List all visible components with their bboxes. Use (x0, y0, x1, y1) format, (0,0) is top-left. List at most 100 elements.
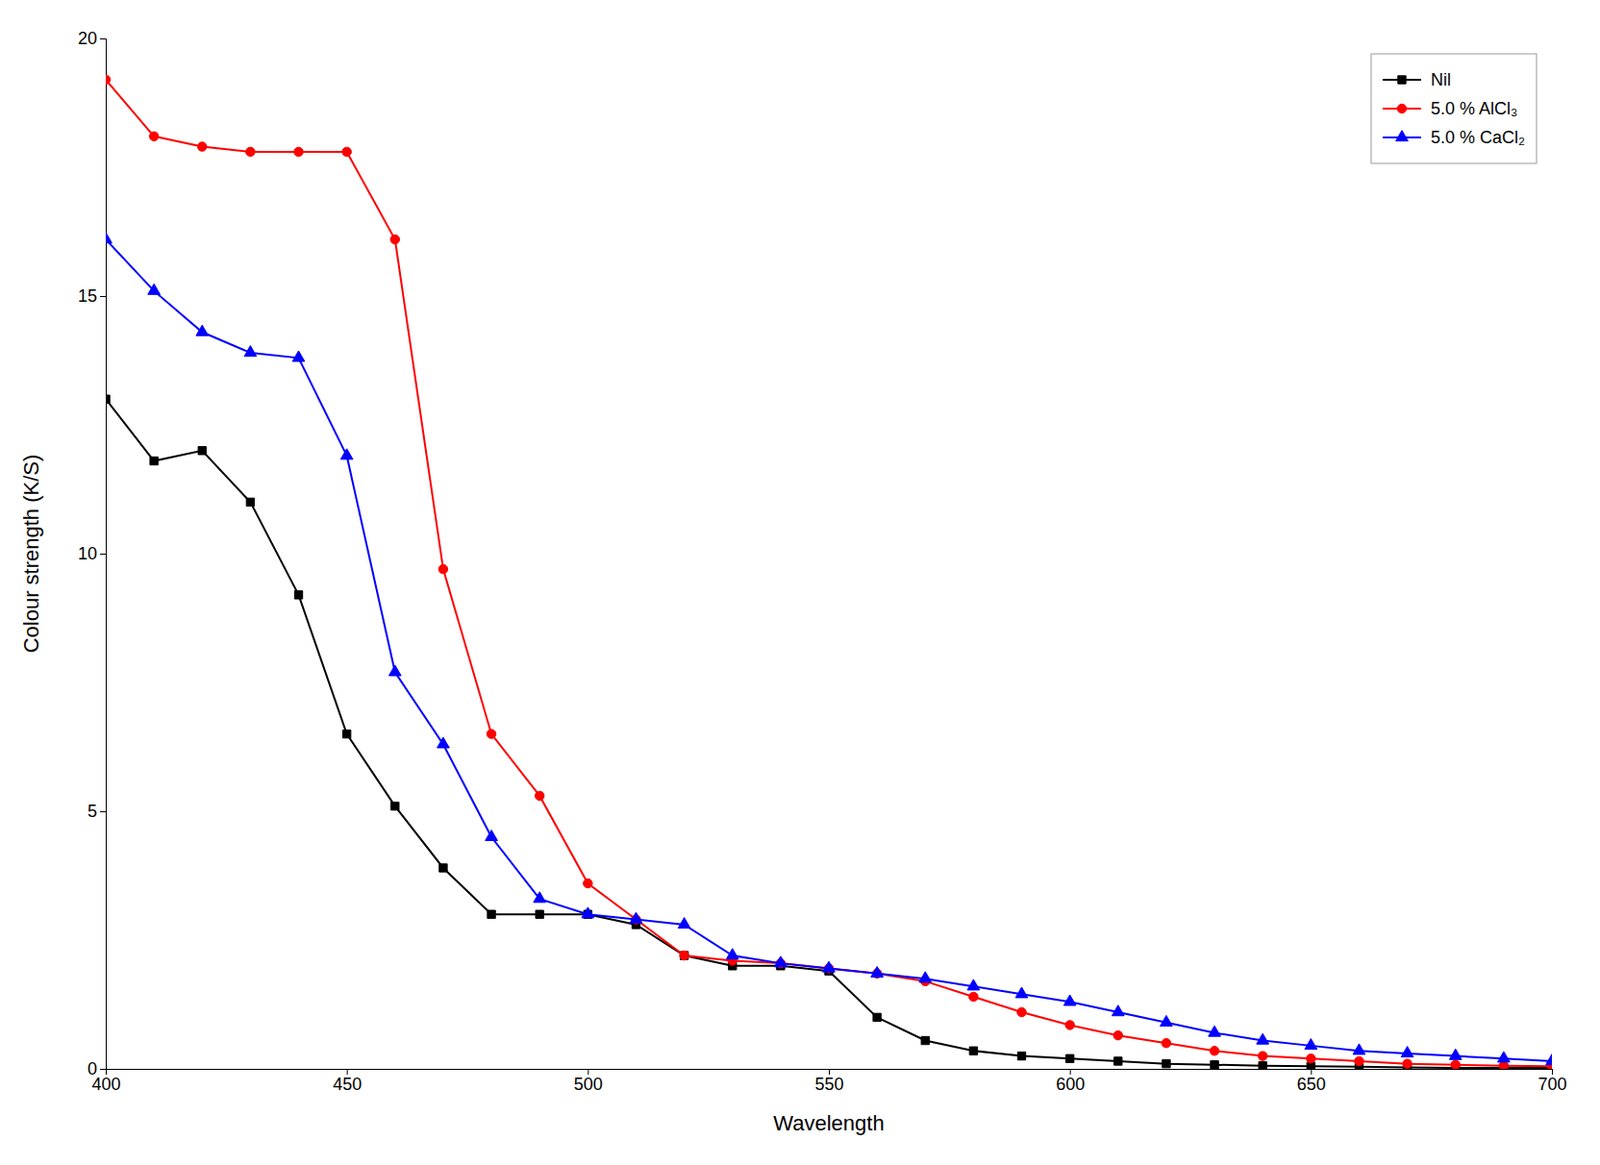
point (342, 147, 351, 156)
legend-item: 5.0 % CaCl₂ (1382, 127, 1525, 148)
point (1352, 1044, 1366, 1055)
x-axis: 400450500550600650700 (91, 1069, 1567, 1095)
tick-label: 450 (332, 1075, 362, 1095)
tick: 550 (814, 1069, 844, 1095)
point (679, 950, 689, 960)
point (1208, 1025, 1222, 1037)
plot: 40045050055060065070005101520WavelengthC… (19, 28, 1568, 1136)
point (198, 142, 207, 151)
y-axis: 0 5 10 15 20 (77, 28, 107, 1079)
point (1017, 1007, 1026, 1017)
tick-label: 20 (77, 28, 98, 49)
point (105, 232, 112, 244)
point (246, 147, 255, 156)
point (679, 951, 688, 960)
point (873, 1013, 881, 1022)
tick: 450 (332, 1069, 362, 1095)
point (340, 449, 353, 460)
point (294, 147, 303, 156)
point (629, 912, 643, 924)
point (1065, 1054, 1074, 1063)
marks (105, 75, 1552, 1070)
legend-label: Nil (1430, 70, 1451, 90)
point (1162, 1059, 1171, 1068)
point (583, 878, 593, 888)
point (1063, 995, 1076, 1006)
x-axis-title: Wavelength (773, 1111, 884, 1136)
point (439, 864, 448, 873)
tick: 0 (87, 1059, 106, 1079)
point (534, 791, 544, 800)
point (871, 966, 884, 977)
point (1257, 1051, 1267, 1061)
point (294, 591, 302, 600)
point (342, 729, 350, 738)
point (1449, 1049, 1462, 1060)
tick: 15 (77, 286, 106, 306)
point (388, 665, 401, 676)
point (1111, 1005, 1125, 1017)
legend-label: 5.0 % CaCl₂ (1430, 127, 1525, 148)
legend-marker (1396, 130, 1409, 142)
chart: 40045050055060065070005101520WavelengthC… (0, 0, 1600, 1165)
point (967, 979, 980, 991)
legend-frame (1371, 53, 1537, 164)
point (1017, 1051, 1025, 1060)
point (487, 910, 496, 919)
tick-mark (100, 553, 106, 555)
tick-label: 550 (814, 1075, 844, 1095)
tick: 10 (77, 544, 106, 564)
point (149, 131, 158, 141)
tick: 600 (1055, 1069, 1085, 1095)
point (775, 956, 788, 968)
point (823, 961, 836, 973)
tick: 5 (87, 801, 106, 822)
point (485, 829, 499, 841)
series-markers (105, 232, 1552, 1066)
point (438, 564, 448, 574)
point (1209, 1047, 1219, 1056)
point (437, 737, 450, 749)
legend-item: 5.0 % AlCl₃ (1382, 99, 1518, 119)
point (581, 907, 595, 919)
point (244, 346, 257, 357)
point (921, 1036, 929, 1045)
point (1258, 1062, 1267, 1070)
tick: 650 (1297, 1069, 1326, 1095)
point (196, 325, 209, 336)
point (486, 729, 496, 739)
point (1498, 1051, 1511, 1063)
series-line (105, 239, 1552, 1062)
tick: 700 (1537, 1069, 1567, 1095)
series-markers (105, 395, 1552, 1070)
point (1161, 1038, 1171, 1048)
point (535, 910, 544, 919)
series-line (105, 79, 1552, 1067)
tick-mark (100, 38, 106, 40)
point (1546, 1054, 1552, 1066)
point (198, 447, 206, 455)
legend-label: 5.0 % AlCl₃ (1430, 99, 1518, 119)
series-line (105, 399, 1552, 1069)
point (1113, 1030, 1123, 1040)
point (1306, 1054, 1316, 1064)
point (292, 350, 305, 362)
point (150, 456, 158, 465)
point (1160, 1015, 1174, 1026)
tick-label: 5 (87, 801, 98, 822)
legend: Nil 5.0 % AlCl₃ 5.0 % CaCl₂ (1371, 53, 1537, 164)
point (1015, 987, 1028, 999)
tick-label: 500 (574, 1075, 603, 1095)
series-markers (105, 75, 1552, 1070)
legend-marker (1397, 103, 1406, 113)
point (1065, 1021, 1075, 1030)
point (1402, 1059, 1412, 1069)
point (969, 992, 978, 1001)
point (391, 801, 400, 810)
tick-label: 650 (1297, 1075, 1326, 1095)
tick: 20 (77, 28, 106, 49)
tick: 500 (574, 1069, 603, 1095)
point (1304, 1039, 1318, 1050)
tick-label: 600 (1055, 1075, 1085, 1095)
point (919, 972, 932, 983)
